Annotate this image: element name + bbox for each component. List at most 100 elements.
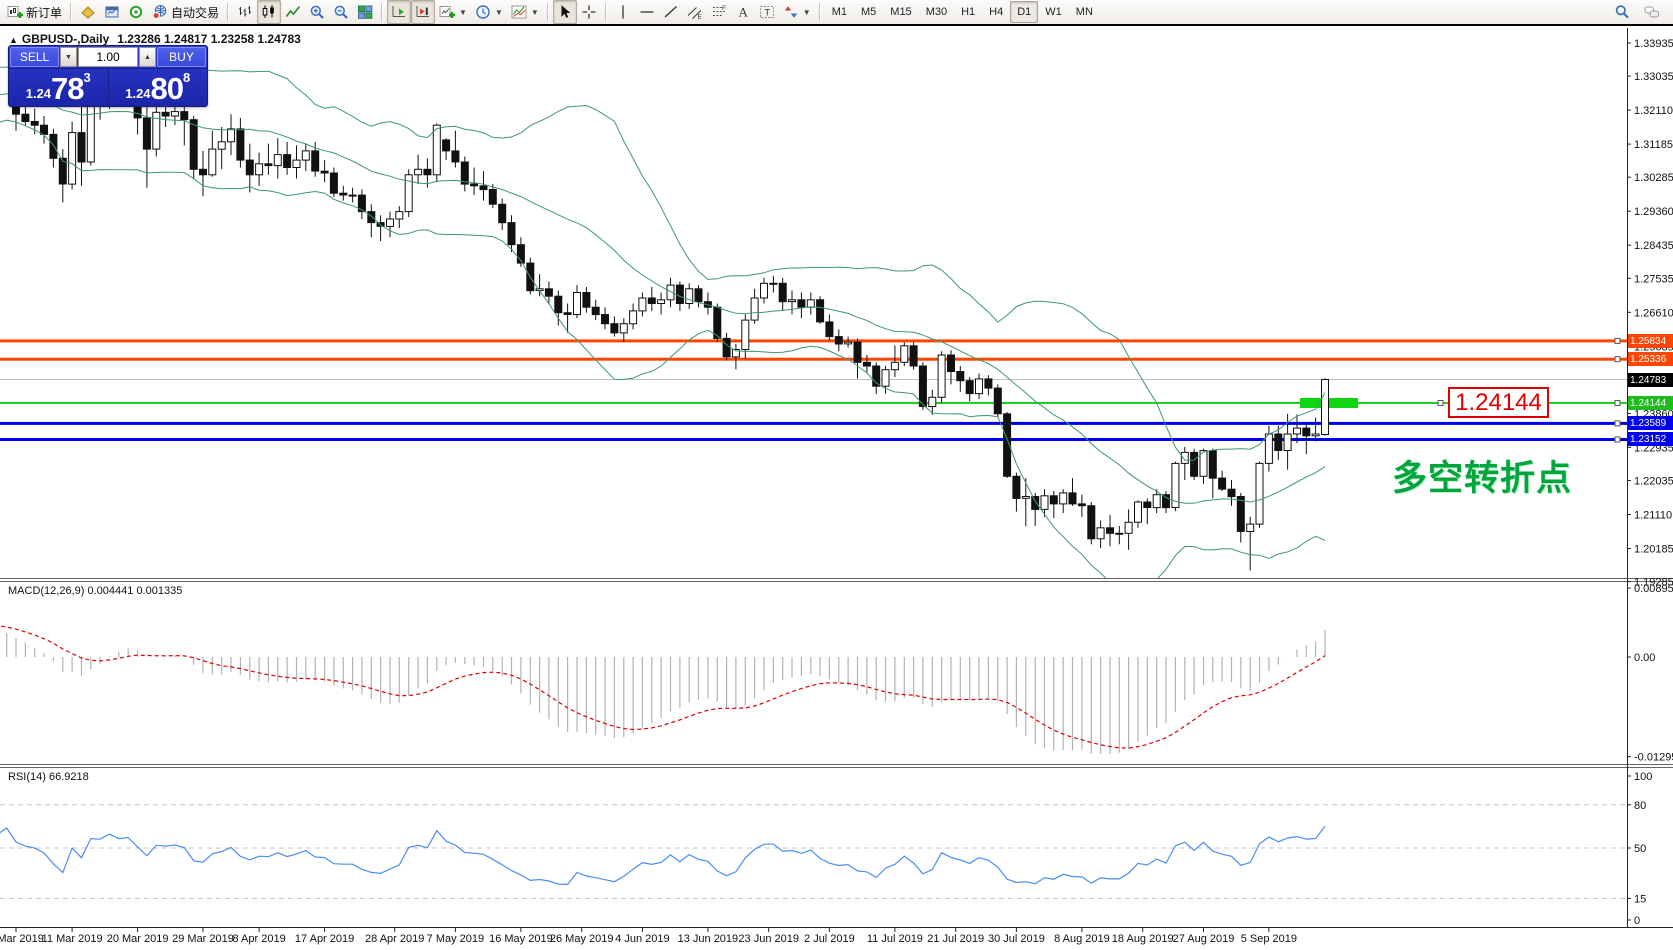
timeframe-m5-button[interactable]: M5 (861, 6, 877, 18)
chart-shift-button[interactable] (411, 0, 436, 24)
tile-windows-button[interactable] (353, 0, 377, 24)
toolbar-separator (70, 3, 73, 21)
zoom-in-button[interactable] (305, 0, 329, 24)
svg-text:1.20185: 1.20185 (1634, 544, 1673, 556)
bollinger-upper-band (0, 52, 1326, 461)
symbol-period-label: GBPUSD-,Daily (21, 32, 110, 46)
zoomout-icon (334, 5, 348, 19)
crosshair-button[interactable] (577, 0, 601, 24)
signals-button[interactable] (124, 0, 148, 24)
equidistant-channel-button[interactable]: E (683, 0, 707, 24)
macd-signal-value: 0.001335 (136, 585, 183, 597)
timeframe-w1-button[interactable]: W1 (1045, 6, 1062, 18)
tile-icon (358, 5, 373, 19)
timeframe-m1-button[interactable]: M1 (831, 6, 847, 18)
svg-text:2 Jul 2019: 2 Jul 2019 (804, 933, 855, 945)
svg-text:18 Aug 2019: 18 Aug 2019 (1112, 933, 1174, 945)
svg-text:26 May 2019: 26 May 2019 (550, 933, 614, 945)
fibonacci-button[interactable]: F (707, 0, 731, 24)
terminal-window-button[interactable] (100, 0, 124, 24)
new-chart-button[interactable]: ▼ (435, 0, 471, 24)
chat-icon (1644, 6, 1659, 18)
text-label-button[interactable]: T (755, 0, 779, 24)
timeframe-h1-button[interactable]: H1 (961, 6, 976, 18)
svg-text:1.33935: 1.33935 (1634, 38, 1673, 50)
price-tag-1.24783: 1.24783 (1628, 373, 1673, 387)
volume-increase-button[interactable]: ▲ (139, 47, 156, 67)
textT-icon: T (759, 6, 774, 18)
timeframe-m15-button[interactable]: M15 (890, 6, 912, 18)
bar-chart-button[interactable] (233, 0, 257, 24)
templates-button[interactable]: ▼ (507, 0, 543, 24)
collapse-icon[interactable]: ▲ (9, 35, 18, 45)
svg-text:1.31185: 1.31185 (1634, 139, 1673, 151)
volume-decrease-button[interactable]: ▼ (60, 47, 77, 67)
timeframe-d1-button[interactable]: D1 (1010, 1, 1039, 23)
volume-input[interactable] (78, 47, 138, 67)
auto-trading-button[interactable]: 自动交易 (148, 0, 223, 24)
buy-price[interactable]: 1.24 80 8 (109, 69, 208, 106)
macd-signal-line (0, 625, 1326, 749)
pane-separators[interactable] (0, 578, 1673, 768)
price-axis-ticks: 1.33935 1.33035 1.32110 1.31185 1.30285 1.293… (1627, 38, 1673, 927)
auto-scroll-button[interactable] (387, 0, 412, 24)
main-toolbar: 新订单 自动交易 ▼ ▼ ▼ E F A T ▼ M1 M5 M15 M30 H1 H4 D1 W1 MN (0, 0, 1673, 26)
svg-text:-0.012957: -0.012957 (1634, 752, 1673, 764)
zoom-out-button[interactable] (329, 0, 353, 24)
cursor-button[interactable] (552, 0, 577, 24)
chat-button[interactable] (1640, 0, 1664, 24)
price-tag-1.24144: 1.24144 (1628, 396, 1673, 410)
macd-histogram (6, 630, 1326, 754)
textA-icon: A (738, 5, 748, 20)
svg-text:28 Apr 2019: 28 Apr 2019 (365, 933, 424, 945)
history-center-button[interactable] (76, 0, 100, 24)
arrows-icon (784, 6, 797, 18)
svg-text:23 Jun 2019: 23 Jun 2019 (738, 933, 799, 945)
arrows-tool-button[interactable]: ▼ (779, 0, 815, 24)
svg-text:0.00: 0.00 (1634, 652, 1655, 664)
search-icon (1615, 5, 1629, 19)
line-chart-button[interactable] (281, 0, 305, 24)
timeframe-mn-button[interactable]: MN (1075, 6, 1093, 18)
shiftend-icon (416, 6, 430, 17)
svg-text:0: 0 (1634, 915, 1640, 927)
svg-text:8 Aug 2019: 8 Aug 2019 (1054, 933, 1110, 945)
timeframe-m30-button[interactable]: M30 (925, 6, 948, 18)
svg-text:13 Jun 2019: 13 Jun 2019 (678, 933, 739, 945)
price-callout-box[interactable]: 1.24144 (1448, 387, 1549, 418)
candlestick-chart-button[interactable] (257, 0, 282, 24)
text-button[interactable]: A (731, 0, 755, 24)
sell-button[interactable]: SELL (10, 47, 59, 67)
trend-icon (664, 6, 677, 18)
rsi-line (0, 825, 1326, 886)
autoscroll-icon (392, 6, 406, 17)
profiles-clock-button[interactable]: ▼ (471, 0, 507, 24)
svg-text:4 Jun 2019: 4 Jun 2019 (615, 933, 669, 945)
trendline-button[interactable] (659, 0, 683, 24)
rsi-label: RSI(14) 66.9218 (8, 771, 89, 783)
vertical-line-button[interactable] (611, 0, 635, 24)
svg-text:50: 50 (1634, 843, 1646, 855)
timeframe-h4-button[interactable]: H4 (989, 6, 1004, 18)
new-order-button[interactable]: 新订单 (3, 0, 66, 24)
svg-text:11 Jul 2019: 11 Jul 2019 (867, 933, 923, 945)
buy-button[interactable]: BUY (157, 47, 206, 67)
search-button[interactable] (1610, 0, 1634, 24)
macd-label: MACD(12,26,9) 0.004441 0.001335 (8, 585, 183, 597)
svg-text:17 Apr 2019: 17 Apr 2019 (295, 933, 354, 945)
cursor-icon (561, 5, 571, 18)
sell-price[interactable]: 1.24 78 3 (9, 69, 109, 106)
book-icon (81, 6, 95, 19)
bollinger-middle-band (0, 93, 1326, 504)
ohlc-values: 1.23286 1.24817 1.23258 1.24783 (117, 32, 301, 46)
horizontal-lines[interactable] (0, 339, 1627, 441)
horizontal-line-button[interactable] (635, 0, 659, 24)
line-handles[interactable] (1437, 337, 1621, 443)
toolbar-separator (818, 3, 821, 21)
price-tag-1.25834: 1.25834 (1628, 334, 1673, 348)
svg-text:A: A (738, 5, 748, 20)
svg-text:5 Sep 2019: 5 Sep 2019 (1241, 933, 1297, 945)
